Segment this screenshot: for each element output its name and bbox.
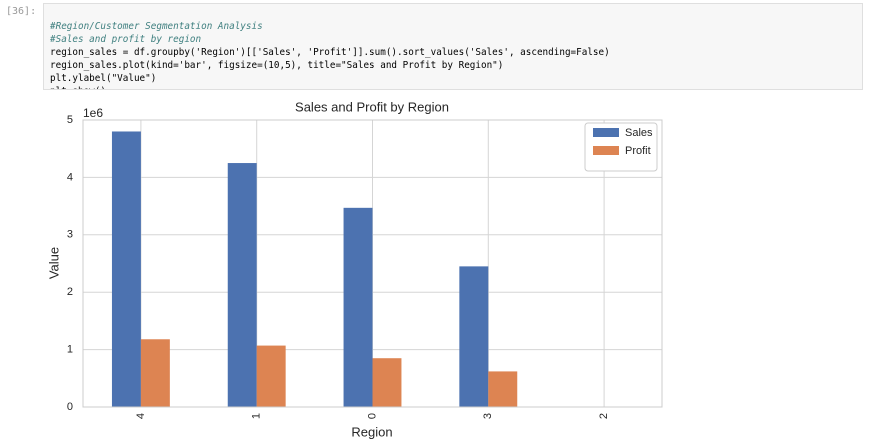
- bar: [459, 266, 489, 407]
- code-cell[interactable]: #Region/Customer Segmentation Analysis #S…: [43, 3, 863, 90]
- cell-prompt: [36]:: [6, 6, 37, 17]
- code-line: region_sales = df.groupby('Region')[['Sa…: [50, 47, 610, 58]
- chart: Sales and Profit by Region 1e6 Region Va…: [46, 99, 663, 439]
- x-tick-label: 3: [482, 413, 494, 419]
- x-axis-label: Region: [351, 424, 392, 439]
- chart-title: Sales and Profit by Region: [295, 99, 449, 114]
- legend-label: Profit: [625, 145, 651, 157]
- y-tick-label: 5: [67, 114, 73, 126]
- code-line: plt.show(): [50, 85, 856, 89]
- x-tick-label: 0: [366, 413, 378, 419]
- code-line: #Sales and profit by region: [50, 34, 202, 45]
- code-line: region_sales.plot(kind='bar', figsize=(1…: [50, 60, 504, 71]
- legend-label: Sales: [625, 127, 653, 139]
- bar: [256, 345, 286, 407]
- legend-swatch: [593, 146, 619, 155]
- bar: [488, 371, 518, 407]
- bar: [372, 358, 402, 407]
- x-tick-label: 2: [598, 413, 610, 419]
- y-tick-label: 4: [67, 171, 73, 183]
- y-tick-label: 2: [67, 286, 73, 298]
- y-axis-label: Value: [46, 247, 61, 279]
- y-offset-label: 1e6: [83, 106, 103, 120]
- y-tick-label: 1: [67, 344, 73, 356]
- plot-frame: [82, 119, 663, 408]
- y-tick-label: 0: [67, 401, 73, 413]
- bar: [140, 339, 170, 407]
- bar: [227, 163, 257, 407]
- bar: [343, 207, 373, 407]
- bar: [111, 131, 141, 408]
- legend-swatch: [593, 128, 619, 137]
- code-line: #Region/Customer Segmentation Analysis: [50, 21, 263, 32]
- x-tick-label: 1: [251, 413, 263, 419]
- code-line: plt.ylabel("Value"): [50, 73, 157, 84]
- x-tick-label: 4: [135, 413, 147, 419]
- y-tick-label: 3: [67, 229, 73, 241]
